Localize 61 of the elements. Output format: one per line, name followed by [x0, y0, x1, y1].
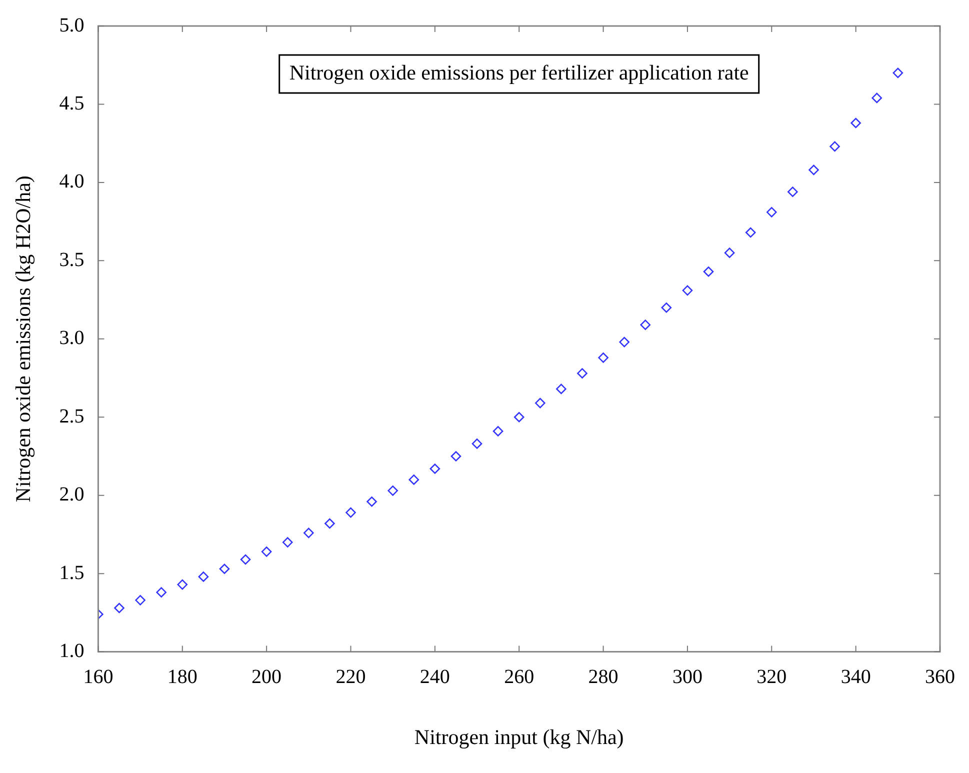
x-tick-label: 340	[840, 666, 871, 688]
point	[366, 496, 377, 507]
point	[135, 595, 146, 606]
x-tick-label: 180	[167, 666, 198, 688]
y-tick-label: 4.5	[59, 92, 84, 114]
point	[703, 266, 714, 277]
point	[766, 207, 777, 218]
x-tick-label: 160	[83, 666, 114, 688]
point	[282, 537, 293, 548]
point	[682, 285, 693, 296]
point	[450, 451, 462, 462]
y-tick-label: 4.0	[59, 170, 84, 193]
point	[892, 68, 904, 78]
point	[324, 518, 335, 529]
point	[492, 426, 504, 436]
text: Nitrogen oxide emissions per fertilizer application rate	[289, 60, 749, 85]
point	[261, 546, 272, 557]
point	[598, 352, 608, 363]
y-tick-label: 2.5	[59, 405, 84, 428]
point	[788, 186, 798, 197]
y-axis-title: Nitrogen oxide emissions (kg H2O/ha)	[11, 176, 36, 502]
x-tick-label: 300	[672, 666, 702, 688]
x-tick-label: 220	[336, 666, 366, 688]
y-tick-label: 1.0	[59, 640, 84, 662]
x-tick-label: 320	[756, 666, 787, 688]
point	[219, 564, 230, 574]
point	[577, 368, 588, 378]
point	[872, 92, 882, 104]
x-tick-label: 240	[420, 666, 450, 688]
point	[830, 141, 840, 152]
x-tick-label: 360	[925, 666, 955, 688]
point	[388, 486, 398, 496]
point	[114, 602, 124, 614]
y-tick-label: 1.5	[59, 562, 84, 584]
y-tick-label: 3.0	[59, 327, 84, 350]
point	[430, 464, 440, 474]
point	[661, 302, 672, 313]
point	[619, 336, 630, 348]
x-tick-label: 280	[588, 666, 618, 688]
y-tick-label: 5.0	[59, 14, 84, 36]
point	[177, 579, 188, 590]
point	[346, 507, 356, 518]
point	[514, 412, 524, 422]
point	[556, 384, 566, 394]
point	[745, 227, 756, 238]
point	[808, 164, 819, 176]
point	[240, 554, 251, 565]
point	[724, 248, 735, 258]
point	[850, 118, 861, 128]
point	[472, 438, 482, 449]
y-tick-label: 2.0	[59, 484, 84, 506]
point	[304, 528, 314, 538]
x-tick-label: 200	[252, 666, 282, 688]
x-axis-title: Nitrogen input (kg N/ha)	[414, 724, 624, 749]
point	[156, 587, 166, 598]
y-tick-label: 3.5	[59, 248, 84, 271]
x-tick-label: 260	[504, 666, 534, 688]
point	[198, 572, 209, 582]
point	[408, 474, 420, 485]
point	[534, 398, 546, 408]
point	[640, 320, 651, 330]
